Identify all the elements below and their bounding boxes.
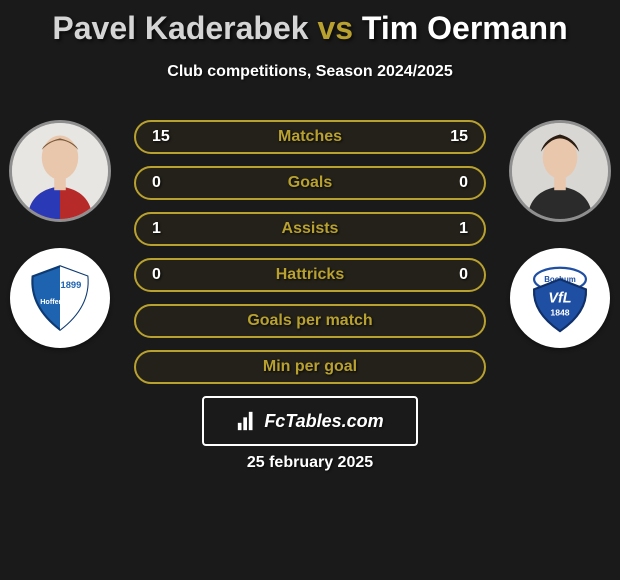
stat-label: Hattricks [178,266,442,284]
stat-left-value: 15 [152,128,178,146]
stat-row-min-per-goal: Min per goal [134,350,486,384]
stat-label: Goals per match [178,312,442,330]
player2-avatar [509,120,611,222]
person-icon [512,123,608,219]
crest-text: TSG 1899 [39,280,82,290]
title-player2: Tim Oermann [362,10,568,46]
stat-row-goals-per-match: Goals per match [134,304,486,338]
bars-icon [236,410,258,432]
player1-avatar [9,120,111,222]
title-player1: Pavel Kaderabek [52,10,308,46]
stat-label: Min per goal [178,358,442,376]
stat-left-value: 1 [152,220,178,238]
stat-left-value: 0 [152,266,178,284]
subtitle: Club competitions, Season 2024/2025 [0,63,620,81]
stat-left-value: 0 [152,174,178,192]
brand-badge: FcTables.com [202,396,418,446]
stat-label: Assists [178,220,442,238]
stat-right-value: 0 [442,174,468,192]
player1-club-crest: TSG 1899 Hoffenheim [10,248,110,348]
right-column: Bochum VfL 1848 [505,120,615,348]
stat-right-value: 1 [442,220,468,238]
stat-label: Goals [178,174,442,192]
stat-row-assists: 1 Assists 1 [134,212,486,246]
brand-text: FcTables.com [264,411,383,432]
crest-text: 1848 [550,307,569,317]
stat-label: Matches [178,128,442,146]
stats-panel: 15 Matches 15 0 Goals 0 1 Assists 1 0 Ha… [134,120,486,396]
title-vs: vs [317,10,353,46]
date-text: 25 february 2025 [0,454,620,472]
left-column: TSG 1899 Hoffenheim [5,120,115,348]
person-icon [12,123,108,219]
shield-icon: Bochum VfL 1848 [524,262,596,334]
shield-icon: TSG 1899 Hoffenheim [24,262,96,334]
page-title: Pavel Kaderabek vs Tim Oermann [0,0,620,47]
crest-text: VfL [548,290,571,306]
player2-club-crest: Bochum VfL 1848 [510,248,610,348]
stat-row-goals: 0 Goals 0 [134,166,486,200]
stat-row-matches: 15 Matches 15 [134,120,486,154]
stat-right-value: 15 [442,128,468,146]
crest-text: Hoffenheim [40,297,80,306]
stat-row-hattricks: 0 Hattricks 0 [134,258,486,292]
stat-right-value: 0 [442,266,468,284]
